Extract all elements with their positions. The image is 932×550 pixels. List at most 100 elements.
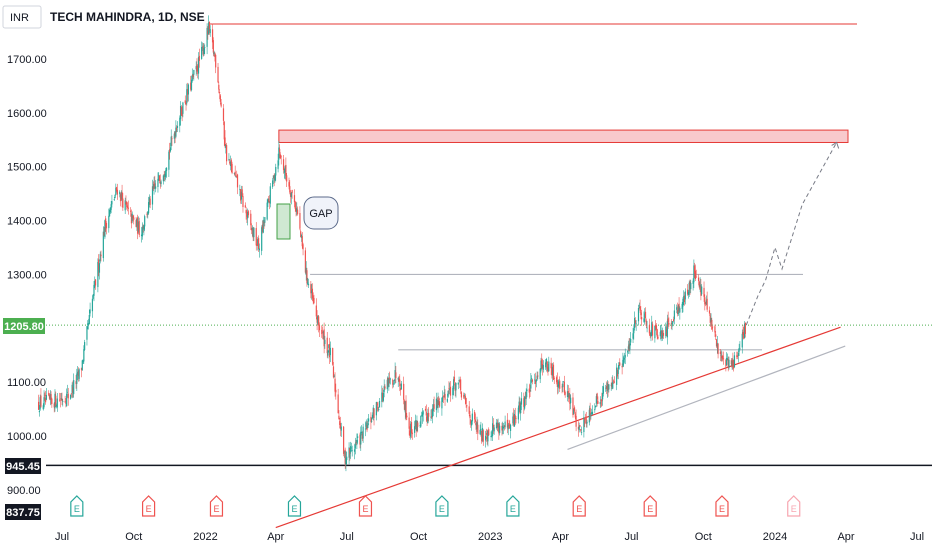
candle[interactable] [73, 373, 75, 398]
candle[interactable] [111, 194, 113, 208]
candle[interactable] [561, 383, 563, 394]
candle[interactable] [667, 311, 669, 329]
candle[interactable] [690, 279, 692, 294]
candle[interactable] [215, 53, 217, 74]
candle[interactable] [373, 407, 375, 426]
candle[interactable] [196, 58, 198, 75]
candle[interactable] [142, 224, 144, 233]
candle[interactable] [119, 192, 122, 207]
candle[interactable] [253, 226, 255, 242]
currency-button[interactable] [2, 5, 42, 29]
candle[interactable] [291, 189, 293, 199]
candle[interactable] [340, 422, 342, 437]
candle[interactable] [744, 322, 746, 338]
candle[interactable] [509, 424, 512, 439]
candle[interactable] [526, 383, 528, 398]
candle[interactable] [332, 361, 335, 379]
earnings-marker[interactable]: E [787, 495, 801, 517]
candle[interactable] [130, 207, 132, 217]
candle[interactable] [288, 177, 290, 190]
candle[interactable] [149, 195, 151, 209]
candle[interactable] [700, 278, 702, 301]
candle[interactable] [278, 141, 280, 166]
candle[interactable] [55, 403, 58, 409]
candle[interactable] [168, 150, 170, 178]
candle[interactable] [115, 183, 117, 196]
candle[interactable] [357, 433, 359, 445]
candle[interactable] [733, 351, 736, 368]
candle[interactable] [548, 356, 550, 372]
candle[interactable] [153, 176, 155, 195]
candle[interactable] [154, 175, 156, 190]
trendline-2[interactable] [567, 345, 846, 451]
candle[interactable] [689, 279, 691, 295]
candle[interactable] [421, 408, 424, 424]
candle[interactable] [436, 397, 438, 409]
candle[interactable] [367, 414, 370, 426]
candle[interactable] [240, 185, 243, 204]
candle[interactable] [116, 186, 118, 193]
candle[interactable] [596, 392, 598, 407]
candle[interactable] [162, 174, 165, 185]
candle[interactable] [100, 250, 102, 262]
candle[interactable] [94, 276, 96, 289]
candle[interactable] [394, 362, 396, 384]
candle[interactable] [513, 409, 516, 427]
candle[interactable] [171, 135, 173, 146]
candle[interactable] [307, 278, 310, 289]
earnings-marker[interactable]: E [435, 495, 449, 517]
candle[interactable] [410, 417, 413, 439]
candle[interactable] [322, 330, 324, 340]
candle[interactable] [728, 356, 730, 370]
candle[interactable] [463, 392, 466, 399]
candle[interactable] [572, 392, 574, 418]
candle[interactable] [424, 406, 427, 412]
candle[interactable] [219, 93, 221, 105]
candle[interactable] [588, 405, 590, 426]
candle[interactable] [705, 295, 707, 306]
candle[interactable] [147, 211, 149, 219]
candle[interactable] [60, 392, 62, 401]
candle[interactable] [491, 430, 493, 438]
candle[interactable] [501, 422, 503, 436]
candle[interactable] [116, 183, 118, 200]
candle[interactable] [258, 243, 260, 258]
candle[interactable] [151, 179, 154, 211]
candle[interactable] [431, 408, 433, 419]
candle[interactable] [534, 372, 537, 391]
candle[interactable] [661, 330, 663, 339]
candle[interactable] [78, 368, 80, 382]
candle[interactable] [155, 180, 157, 193]
candle[interactable] [612, 375, 614, 390]
candle[interactable] [637, 304, 640, 326]
candle[interactable] [492, 416, 494, 442]
candle[interactable] [612, 379, 615, 384]
candle[interactable] [569, 387, 571, 411]
candle[interactable] [552, 362, 555, 381]
candle[interactable] [110, 201, 112, 214]
candle[interactable] [670, 319, 672, 330]
candle[interactable] [277, 153, 279, 173]
candle[interactable] [328, 344, 330, 353]
candle[interactable] [506, 413, 509, 434]
candle[interactable] [465, 397, 467, 408]
candle[interactable] [148, 194, 150, 208]
candle[interactable] [94, 279, 97, 290]
candle[interactable] [495, 418, 498, 430]
candle[interactable] [294, 200, 296, 212]
candle[interactable] [502, 423, 505, 435]
candle[interactable] [477, 419, 479, 441]
candle[interactable] [293, 189, 296, 208]
candle[interactable] [711, 317, 713, 331]
candle[interactable] [558, 378, 560, 389]
candle[interactable] [586, 419, 588, 428]
candle[interactable] [575, 409, 577, 432]
candle[interactable] [312, 292, 314, 305]
candle[interactable] [76, 368, 78, 391]
candle[interactable] [665, 322, 667, 339]
candle[interactable] [591, 408, 593, 416]
candle[interactable] [50, 391, 52, 405]
candle[interactable] [190, 75, 193, 92]
candle[interactable] [296, 206, 299, 216]
